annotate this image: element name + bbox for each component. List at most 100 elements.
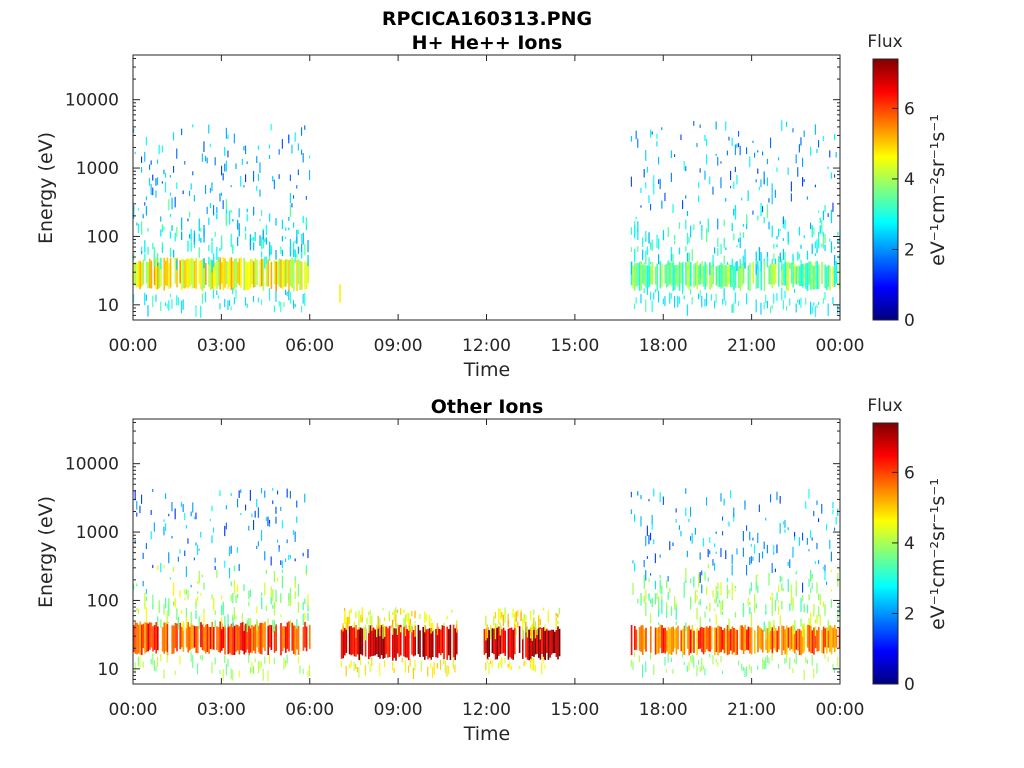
spectrogram-cell [677, 625, 679, 650]
spectrogram-cell [253, 520, 255, 530]
spectrogram-cell [718, 265, 721, 287]
spectrogram-cell [307, 260, 309, 284]
spectrogram-cell [259, 162, 261, 173]
spectrogram-cell [765, 610, 767, 615]
spectrogram-cell [674, 295, 676, 308]
spectrogram-cell [211, 238, 213, 242]
spectrogram-cell [214, 566, 216, 570]
spectrogram-cell [750, 556, 752, 564]
spectrogram-cell [446, 665, 448, 677]
spectrogram-cell [192, 171, 194, 176]
spectrogram-cell [640, 294, 642, 304]
spectrogram-cell [802, 263, 804, 288]
spectrogram-cell [701, 261, 703, 284]
spectrogram-cell [270, 597, 272, 605]
spectrogram-cell [285, 227, 287, 231]
spectrogram-cell [213, 263, 215, 290]
spectrogram-cell [507, 663, 509, 668]
spectrogram-cell [718, 626, 721, 653]
spectrogram-cell [168, 513, 170, 517]
spectrogram-cell [635, 629, 638, 650]
spectrogram-cell [824, 244, 826, 251]
spectrogram-cell [814, 561, 816, 565]
spectrogram-cell [779, 252, 781, 263]
spectrogram-cell [245, 174, 247, 183]
spectrogram-cell [773, 552, 775, 555]
spectrogram-cell [813, 265, 815, 290]
spectrogram-cell [219, 257, 221, 290]
spectrogram-cell [275, 506, 277, 514]
spectrogram-cell [184, 550, 186, 557]
spectrogram-cell [808, 578, 810, 587]
spectrogram-cell [662, 298, 664, 305]
spectrogram-cell [699, 263, 701, 276]
spectrogram-cell [706, 293, 708, 306]
spectrogram-cell [230, 545, 232, 554]
spectrogram-cell [245, 226, 247, 232]
spectrogram-cell [443, 659, 445, 664]
spectrogram-cell [350, 660, 352, 668]
spectrogram-cell [742, 531, 744, 542]
spectrogram-cell [355, 625, 357, 638]
spectrogram-cell [184, 597, 186, 601]
spectrogram-cell [694, 263, 697, 286]
spectrogram-cell [824, 264, 826, 289]
spectrogram-cell [201, 574, 204, 578]
spectrogram-cell [822, 135, 824, 142]
spectrogram-cell [686, 626, 689, 649]
spectrogram-cell [187, 258, 189, 289]
spectrogram-cell [427, 629, 429, 660]
spectrogram-cell [693, 224, 695, 231]
x-tick-label: 06:00 [285, 336, 334, 356]
spectrogram-cell [401, 657, 403, 663]
spectrogram-cell [395, 628, 397, 661]
spectrogram-cell [161, 145, 163, 153]
spectrogram-cell [690, 656, 692, 662]
spectrogram-cell [640, 625, 642, 652]
spectrogram-cell [141, 624, 143, 656]
spectrogram-cell [725, 550, 727, 560]
spectrogram-cell [787, 231, 789, 245]
spectrogram-cell [792, 266, 794, 288]
spectrogram-cell [702, 538, 704, 547]
spectrogram-cell [766, 204, 769, 219]
spectrogram-cell [195, 258, 197, 290]
spectrogram-cell [683, 661, 685, 665]
spectrogram-cell [698, 660, 700, 665]
spectrogram-cell [710, 294, 712, 301]
spectrogram-cell [509, 661, 511, 670]
spectrogram-cell [634, 220, 636, 229]
spectrogram-cell [666, 602, 668, 610]
spectrogram-cell [264, 238, 266, 243]
spectrogram-cell [722, 599, 724, 611]
spectrogram-cell [714, 543, 716, 548]
spectrogram-cell [270, 124, 272, 131]
spectrogram-cell [200, 227, 202, 232]
spectrogram-cell [810, 569, 812, 582]
spectrogram-cell [190, 584, 192, 588]
spectrogram-cell [803, 179, 805, 182]
spectrogram-cell [533, 626, 535, 657]
spectrogram-cell [798, 537, 800, 546]
spectrogram-cell [725, 265, 727, 287]
spectrogram-cell [211, 621, 213, 650]
spectrogram-cell [267, 516, 269, 527]
spectrogram-cell [185, 566, 187, 577]
spectrogram-cell [830, 241, 833, 253]
spectrogram-cell [838, 606, 841, 610]
spectrogram-cell [810, 625, 812, 654]
spectrogram-cell [294, 591, 296, 599]
spectrogram-cell [134, 539, 136, 544]
spectrogram-cell [364, 665, 366, 676]
spectrogram-cell [714, 599, 716, 604]
spectrogram-cell [643, 288, 645, 294]
spectrogram-cell [184, 589, 186, 595]
spectrogram-cell [760, 179, 762, 188]
spectrogram-cell [237, 236, 239, 246]
spectrogram-cell [251, 259, 253, 285]
spectrogram-cell [307, 255, 309, 266]
spectrogram-cell [746, 293, 748, 305]
spectrogram-cell [699, 552, 701, 560]
spectrogram-cell [741, 263, 743, 287]
spectrogram-cell [766, 158, 768, 165]
